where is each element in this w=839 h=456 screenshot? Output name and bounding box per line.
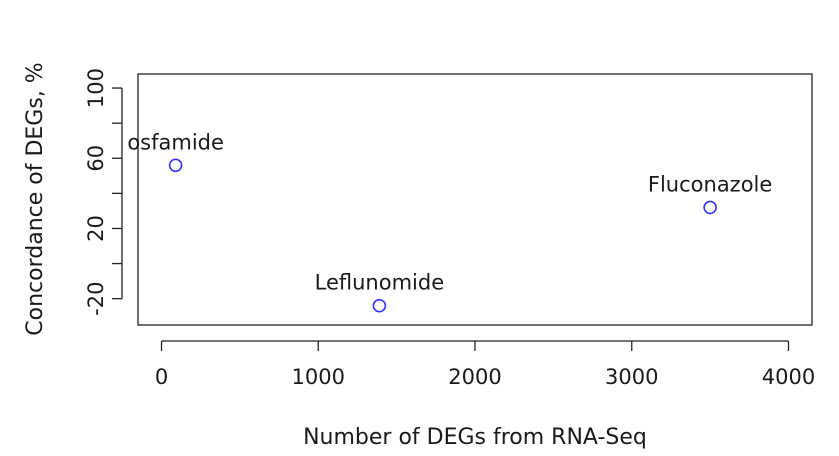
point-label: Fluconazole — [648, 172, 772, 196]
point-label: Leflunomide — [315, 271, 445, 295]
data-point — [703, 200, 717, 215]
data-point — [168, 158, 183, 173]
point-label: osfamide — [127, 130, 224, 154]
x-tick-label: 4000 — [762, 365, 815, 389]
plot-frame — [137, 73, 813, 326]
data-points — [168, 158, 717, 313]
x-tick-label: 0 — [155, 365, 168, 389]
point-labels: osfamide Leflunomide Fluconazole — [127, 130, 772, 294]
y-axis-label: Concordance of DEGs, % — [23, 62, 48, 335]
y-tick-label: 60 — [84, 145, 108, 172]
x-tick-label: 1000 — [292, 365, 345, 389]
y-tick-label: 100 — [84, 68, 108, 108]
x-tick-label: 3000 — [605, 365, 658, 389]
x-axis-label: Number of DEGs from RNA-Seq — [303, 425, 647, 450]
axes: 0 1000 2000 3000 4000 -20 20 60 100 — [84, 68, 815, 389]
y-tick-label: -20 — [84, 282, 108, 316]
y-tick-label: 20 — [84, 215, 108, 242]
data-point — [372, 298, 387, 313]
x-tick-label: 2000 — [448, 365, 501, 389]
